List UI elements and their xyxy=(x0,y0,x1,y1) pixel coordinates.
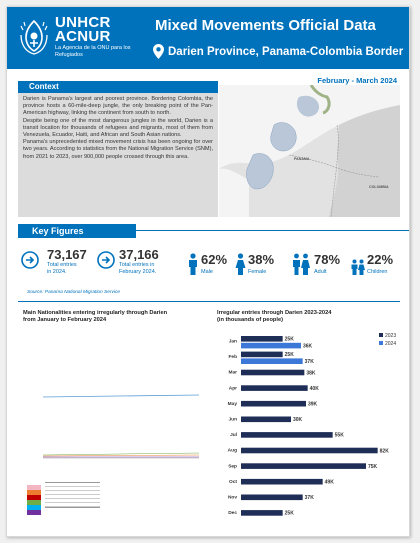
tick-label-may: May xyxy=(228,401,238,407)
org-name: UNHCR ACNUR xyxy=(55,14,111,45)
figure-label: Total entries in xyxy=(119,262,155,268)
bar-2024-feb xyxy=(241,358,303,364)
bar-2023-oct xyxy=(241,478,323,485)
unhcr-emblem-icon xyxy=(20,19,48,55)
figure-value: 37,166 xyxy=(119,247,159,262)
children-label: Children xyxy=(367,269,388,275)
female-label: Female xyxy=(248,269,267,275)
nationalities-chart-title: Main Nationalities entering irregularly … xyxy=(23,310,168,323)
children-percentage: 22% xyxy=(367,252,394,267)
bar-2023-may xyxy=(241,400,306,407)
bar-2023-mar xyxy=(241,369,305,376)
nationality-series-line xyxy=(42,452,200,456)
tick-label-oct: Oct xyxy=(229,479,237,485)
location-pin-icon xyxy=(153,44,164,59)
figure-label: Total entries xyxy=(47,262,77,268)
data-label-2023-sep: 75K xyxy=(368,464,378,470)
map-graphic xyxy=(219,85,400,217)
bar-2023-nov xyxy=(241,494,303,501)
tick-label-jul: Jul xyxy=(230,432,237,438)
tick-label-dec: Dec xyxy=(228,510,237,516)
figure-value: 73,167 xyxy=(47,247,87,262)
tick-label-jun: Jun xyxy=(228,417,237,423)
context-paragraph: Panama's unprecedented mixed movement cr… xyxy=(23,139,213,160)
bar-2023-dec xyxy=(241,510,283,516)
data-source: Source: Panama National Migration Servic… xyxy=(27,290,121,295)
page-title: Mixed Movements Official Data xyxy=(155,17,376,34)
male-icon xyxy=(189,253,197,275)
adult-label: Adult xyxy=(314,269,327,275)
nationality-series-line xyxy=(42,454,200,457)
data-label-2023-aug: 82K xyxy=(380,448,390,454)
legend-label-2024: 2024 xyxy=(385,341,396,347)
total-entries-february: 37,166 Total entries in February 2024. xyxy=(119,247,159,275)
bar-2024-jan xyxy=(241,342,301,349)
data-label-2023-mar: 38K xyxy=(306,370,316,376)
map-label-panama: PANAMA xyxy=(294,157,310,161)
data-label-2023-apr: 40K xyxy=(310,386,320,392)
data-label-2024-feb: 37K xyxy=(305,359,315,365)
data-label-2023-dec: 25K xyxy=(285,511,295,517)
data-label-2023-jun: 30K xyxy=(293,417,303,423)
nationalities-table xyxy=(45,479,100,511)
data-label-2023-nov: 37K xyxy=(305,495,315,501)
location-line: Darien Province, Panama-Colombia Border xyxy=(153,44,403,59)
adults-icon xyxy=(293,253,310,275)
location-text: Darien Province, Panama-Colombia Border xyxy=(168,45,404,58)
bar-2023-sep xyxy=(241,463,366,469)
data-label-2023-feb: 25K xyxy=(285,352,295,358)
report-page: UNHCR ACNUR La Agencia de la ONU para lo… xyxy=(6,6,410,537)
figure-label: in 2024. xyxy=(47,268,67,275)
bar-2023-feb xyxy=(241,351,283,358)
tick-label-mar: Mar xyxy=(228,370,237,376)
legend-swatch-2023 xyxy=(379,333,383,337)
tick-label-nov: Nov xyxy=(228,495,237,501)
context-text: Darien is Panama's largest and poorest p… xyxy=(18,93,218,217)
tick-label-feb: Feb xyxy=(228,354,237,360)
female-icon xyxy=(235,253,246,275)
legend-label-2023: 2023 xyxy=(385,333,396,339)
legend-swatch-2024 xyxy=(379,341,383,345)
arrow-right-circle-icon xyxy=(21,251,39,269)
entries-chart-title: Irregular entries through Darien 2023-20… xyxy=(217,310,332,323)
bar-2023-jul xyxy=(241,432,333,438)
key-figures-heading: Key Figures xyxy=(18,224,409,238)
org-subtitle: La Agencia de la ONU para los Refugiados xyxy=(55,45,131,58)
data-label-2023-may: 39K xyxy=(308,402,318,408)
total-entries-2024: 73,167 Total entries in 2024. xyxy=(47,247,87,275)
tick-label-aug: Aug xyxy=(228,448,237,454)
bar-2023-aug xyxy=(241,447,378,454)
nationalities-line-chart xyxy=(42,394,200,459)
male-percentage: 62% xyxy=(201,252,228,267)
data-label-2023-jan: 25K xyxy=(285,337,295,343)
tick-label-jan: Jan xyxy=(229,339,237,345)
key-figures-title: Key Figures xyxy=(32,226,84,236)
entries-bar-chart: 2023 2024 Jan 25K 36K Feb 25K 37K Mar 38K Apr 40K Ma… xyxy=(228,333,396,517)
bar-2023-jun xyxy=(241,416,291,423)
male-label: Male xyxy=(201,269,213,275)
arrow-right-circle-icon xyxy=(97,251,115,269)
tick-label-sep: Sep xyxy=(228,463,237,469)
figure-label: February 2024. xyxy=(119,268,157,275)
nationalities-legend xyxy=(27,485,41,515)
context-heading: Context xyxy=(18,81,218,93)
adult-percentage: 78% xyxy=(314,252,341,267)
data-label-2024-jan: 36K xyxy=(303,343,313,349)
tick-label-apr: Apr xyxy=(229,385,237,391)
data-label-2023-oct: 49K xyxy=(325,480,335,486)
data-label-2023-jul: 55K xyxy=(335,433,345,439)
bar-2023-apr xyxy=(241,385,308,391)
report-header: UNHCR ACNUR La Agencia de la ONU para lo… xyxy=(7,7,409,69)
map-label-colombia: COLOMBIA xyxy=(369,185,389,189)
section-divider xyxy=(18,301,400,302)
children-icon xyxy=(351,259,365,275)
context-paragraph: Darien is Panama's largest and poorest p… xyxy=(23,96,213,117)
female-percentage: 38% xyxy=(248,252,275,267)
unhcr-logo: UNHCR ACNUR La Agencia de la ONU para lo… xyxy=(17,15,147,65)
context-paragraph: Despite being one of the most dangerous … xyxy=(23,117,213,139)
report-period: February - March 2024 xyxy=(317,76,397,85)
bar-2023-jan xyxy=(241,336,283,342)
nationality-series-line xyxy=(42,394,200,398)
region-map: PANAMA COLOMBIA xyxy=(219,85,400,217)
